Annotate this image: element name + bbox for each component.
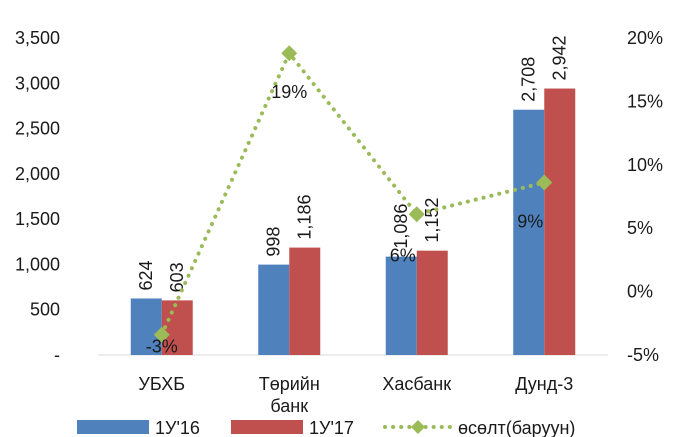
growth-line-group: -3% 19% 6% 9% [146, 45, 553, 357]
bar-value-label: 624 [136, 260, 156, 290]
legend: 1У'16 1У'17 өсөлт(баруун) [77, 418, 575, 437]
bar-series1 [130, 298, 162, 355]
growth-value-label: -3% [146, 337, 178, 357]
left-tick-label: 3,500 [15, 28, 60, 48]
growth-value-label: 9% [517, 212, 543, 232]
legend-swatch-series1 [77, 420, 149, 434]
category-label: Хасбанк [382, 374, 451, 394]
bar-value-label: 2,942 [550, 35, 570, 80]
growth-line [159, 49, 547, 337]
left-tick-label: - [54, 345, 60, 365]
bar-value-label: 1,186 [295, 195, 315, 240]
left-tick-label: 1,000 [15, 254, 60, 274]
growth-marker [536, 174, 553, 191]
bar-series1 [258, 264, 290, 355]
growth-marker [153, 326, 170, 343]
right-tick-label: 0% [627, 282, 653, 302]
legend-label-growth: өсөлт(баруун) [458, 418, 575, 437]
bars-group [130, 88, 576, 356]
category-label: УБХБ [138, 374, 185, 394]
legend-marker-growth [411, 420, 425, 434]
left-tick-label: 2,500 [15, 119, 60, 139]
bar-value-label: 2,708 [519, 57, 539, 102]
growth-marker [408, 206, 425, 223]
left-tick-label: 2,000 [15, 164, 60, 184]
bar-value-label: 1,086 [391, 204, 411, 249]
legend-label-series1: 1У'16 [155, 418, 200, 437]
bar-series2 [289, 247, 321, 355]
bar-series1 [385, 256, 417, 355]
right-tick-label: 10% [627, 155, 663, 175]
growth-marker [281, 45, 298, 62]
category-label: Төрийн банк [259, 374, 320, 416]
bar-series2 [416, 250, 448, 355]
bar-labels-group: 624 603 998 1,186 1,086 1,152 2,708 2,942 [136, 35, 570, 292]
legend-swatch-series2 [231, 420, 303, 434]
right-tick-label: 5% [627, 218, 653, 238]
bar-series2 [544, 88, 576, 356]
right-axis-ticks: -5% 0% 5% 10% 15% 20% [627, 28, 663, 365]
left-axis-ticks: - 500 1,000 1,500 2,000 2,500 3,000 3,500 [15, 28, 60, 365]
right-tick-label: 15% [627, 91, 663, 111]
category-label-line: Төрийн [259, 374, 320, 394]
category-labels: УБХБ Төрийн банк Хасбанк Дунд-3 [138, 374, 573, 416]
left-tick-label: 1,500 [15, 209, 60, 229]
bar-value-label: 1,152 [422, 198, 442, 243]
growth-value-label: 19% [271, 82, 307, 102]
legend-label-series2: 1У'17 [309, 418, 354, 437]
category-label: Дунд-3 [515, 374, 573, 394]
category-label-line: банк [270, 396, 308, 416]
right-tick-label: 20% [627, 28, 663, 48]
bar-value-label: 603 [167, 262, 187, 292]
growth-value-label: 6% [390, 245, 416, 265]
left-tick-label: 500 [30, 300, 60, 320]
bar-series1 [513, 109, 545, 355]
right-tick-label: -5% [627, 345, 659, 365]
left-tick-label: 3,000 [15, 73, 60, 93]
bar-value-label: 998 [264, 227, 284, 257]
